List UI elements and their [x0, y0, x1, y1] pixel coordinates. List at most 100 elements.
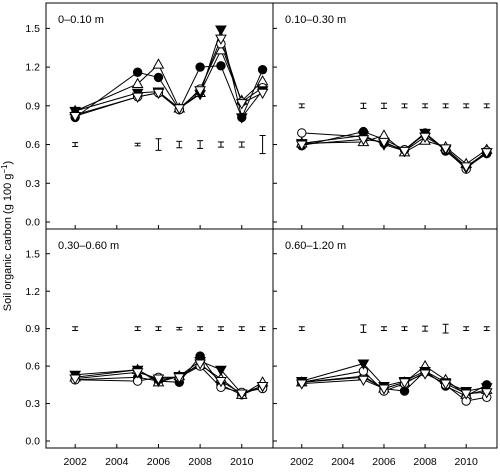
error-bar — [360, 102, 367, 109]
data-point — [439, 144, 452, 155]
y-tick-label: 0.0 — [25, 217, 40, 229]
data-point — [257, 64, 268, 75]
error-bar — [238, 141, 245, 148]
error-bar — [72, 326, 79, 332]
series-points-open-triangle-down — [295, 132, 493, 173]
data-point — [295, 140, 308, 151]
panel-3: 0.0 0.3 0.6 0.9 1.2 1.5 2002 2004 2006 2008 2010 0.… — [25, 228, 274, 468]
error-bar — [442, 323, 449, 334]
y-tick-label: 0.6 — [25, 139, 40, 151]
error-bar — [298, 103, 305, 109]
data-point — [152, 374, 165, 385]
data-point — [398, 378, 411, 389]
series-points-open-triangle-down — [69, 34, 269, 123]
data-point — [69, 106, 82, 118]
error-bar — [401, 326, 408, 332]
y-tick-label: 1.5 — [25, 248, 40, 260]
data-point — [131, 368, 144, 379]
data-point — [295, 379, 308, 390]
data-point — [195, 62, 205, 72]
error-bar — [217, 141, 224, 148]
error-bar — [217, 326, 224, 332]
series-line-open-triangle — [301, 134, 487, 165]
data-point — [378, 137, 390, 149]
data-point — [235, 99, 248, 110]
x-tick-label: 2010 — [454, 456, 478, 468]
panel-frame — [272, 228, 498, 449]
x-tick-label: 2010 — [230, 456, 254, 468]
x-tick-label: 2006 — [147, 456, 171, 468]
data-point — [235, 113, 248, 124]
panel-label: 0–0.10 m — [58, 14, 104, 26]
data-point — [194, 359, 206, 370]
error-bar — [298, 326, 305, 332]
data-point — [480, 148, 493, 159]
error-bar — [238, 326, 245, 332]
panel-4: 2002 2004 2006 2008 2010 0.60–1.20 m — [272, 228, 498, 468]
y-tick-label: 0.6 — [25, 361, 40, 373]
x-tick-label: 2008 — [413, 456, 437, 468]
data-point — [439, 379, 452, 390]
error-bar — [197, 140, 204, 149]
y-tick-label: 0.9 — [25, 323, 40, 335]
panel-label: 0.60–1.20 m — [285, 240, 346, 252]
error-bar — [483, 103, 490, 109]
data-point — [460, 389, 473, 400]
panel-label: 0.30–0.60 m — [58, 240, 119, 252]
error-bar — [422, 325, 429, 332]
data-point — [460, 162, 473, 173]
error-bar — [463, 103, 470, 109]
data-point — [69, 112, 82, 123]
x-tick-label: 2006 — [372, 456, 396, 468]
y-tick-label: 1.2 — [25, 62, 40, 74]
data-point — [152, 88, 165, 100]
error-bar — [483, 326, 490, 332]
data-point — [357, 375, 370, 387]
y-tick-label: 0.9 — [25, 100, 40, 112]
y-tick-label: 0.0 — [25, 436, 40, 448]
y-tick-label: 1.5 — [25, 23, 40, 35]
data-point — [235, 389, 248, 400]
error-bar — [197, 326, 204, 332]
error-bar — [176, 326, 183, 331]
x-tick-label: 2004 — [331, 456, 355, 468]
data-point — [216, 61, 226, 71]
error-bar — [360, 324, 367, 333]
series-points-open-triangle-down — [69, 359, 269, 400]
error-bar — [259, 326, 266, 332]
data-point — [419, 369, 431, 380]
error-bar — [155, 138, 162, 151]
y-tick-label: 0.3 — [25, 398, 40, 410]
data-point — [194, 86, 206, 97]
x-tick-label: 2002 — [63, 456, 87, 468]
data-point — [357, 135, 370, 146]
x-tick-label: 2008 — [188, 456, 212, 468]
panel-label: 0.10–0.30 m — [285, 14, 346, 26]
data-point — [215, 25, 227, 36]
data-point — [131, 77, 144, 88]
error-bar — [155, 326, 162, 332]
x-tick-label: 2002 — [290, 456, 314, 468]
data-point — [256, 381, 269, 393]
data-point — [378, 384, 390, 395]
error-bar — [442, 103, 449, 109]
data-point — [480, 383, 493, 394]
data-point — [297, 128, 307, 138]
panels: 0.0 0.3 0.6 0.9 1.2 1.5 0–0.10 m 0.10–0.30 m 0.0… — [25, 2, 498, 468]
error-bar — [72, 142, 79, 147]
data-point — [153, 72, 164, 83]
data-point — [215, 376, 227, 388]
data-point — [152, 58, 165, 69]
panel-1: 0.0 0.3 0.6 0.9 1.2 1.5 0–0.10 m — [25, 2, 274, 230]
data-point — [256, 88, 269, 100]
data-point — [173, 373, 186, 384]
error-bar — [380, 102, 387, 109]
data-point — [215, 365, 227, 377]
data-point — [398, 146, 411, 158]
series-points-open-triangle-down — [295, 369, 493, 400]
y-axis-label: Soil organic carbon (g 100 g−1) — [0, 161, 14, 311]
data-point — [480, 388, 493, 399]
panel-2: 0.10–0.30 m — [272, 2, 498, 230]
data-point — [131, 92, 144, 103]
